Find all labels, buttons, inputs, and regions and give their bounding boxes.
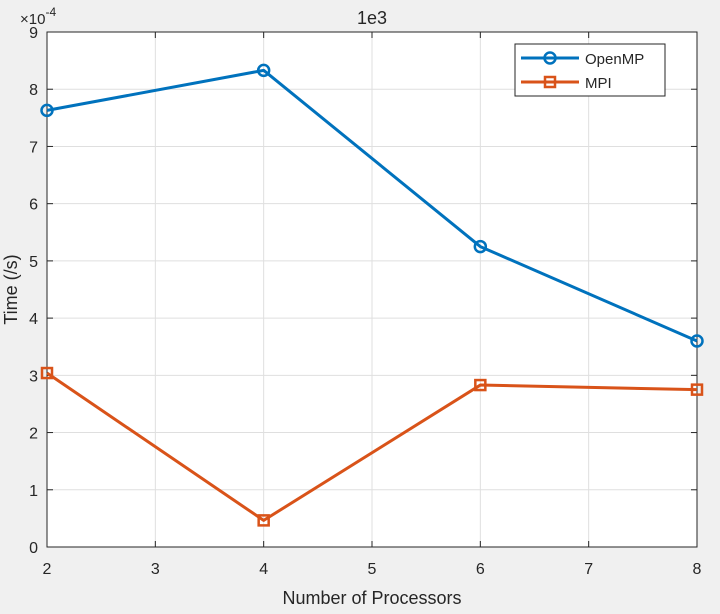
data-point-openmp xyxy=(40,103,54,118)
legend-label-openmp: OpenMP xyxy=(585,51,644,68)
y-tick-label: 1 xyxy=(29,483,38,500)
y-tick-label: 8 xyxy=(29,82,38,99)
legend-box xyxy=(514,43,666,97)
data-point-mpi xyxy=(690,383,704,396)
x-tick-label: 2 xyxy=(43,561,52,578)
y-axis-title: Time (/s) xyxy=(1,254,21,324)
tick-labels: 2 3 4 5 6 7 8 0 1 2 3 4 5 6 7 8 9 xyxy=(29,25,701,578)
data-point-openmp xyxy=(473,239,488,254)
y-axis-exponent: -4 xyxy=(45,5,56,19)
legend-label-mpi: MPI xyxy=(585,75,612,92)
y-tick-label: 6 xyxy=(29,197,38,214)
y-tick-label: 9 xyxy=(29,25,38,42)
x-tick-label: 4 xyxy=(259,561,268,578)
x-axis-title: Number of Processors xyxy=(282,588,461,608)
data-point-mpi xyxy=(257,514,270,527)
data-point-openmp xyxy=(690,334,704,348)
legend-item-mpi: MPI xyxy=(521,75,612,92)
x-tick-label: 5 xyxy=(368,561,377,578)
series-openmp xyxy=(40,63,704,348)
data-point-mpi xyxy=(40,366,54,380)
y-tick-label: 5 xyxy=(29,254,38,271)
x-tick-label: 6 xyxy=(476,561,485,578)
legend[interactable]: OpenMP MPI xyxy=(514,43,666,97)
legend-marker-square xyxy=(543,75,557,89)
series-line-openmp xyxy=(46,68,698,343)
series-mpi xyxy=(40,366,704,527)
y-tick-label: 2 xyxy=(29,426,38,443)
x-tick-label: 7 xyxy=(584,561,593,578)
y-tick-label: 7 xyxy=(29,139,38,156)
tick-marks xyxy=(46,31,698,548)
x-tick-label: 8 xyxy=(693,561,702,578)
series-layer xyxy=(40,63,704,527)
legend-item-openmp: OpenMP xyxy=(521,51,644,68)
y-axis-exponent-label: ×10-4 xyxy=(20,5,56,28)
x-tick-label: 3 xyxy=(151,561,160,578)
y-tick-label: 0 xyxy=(29,540,38,557)
chart-title: 1e3 xyxy=(357,8,387,28)
y-axis-multiplier: ×10 xyxy=(20,11,45,28)
y-tick-label: 4 xyxy=(29,311,38,328)
data-point-mpi xyxy=(474,378,487,392)
y-tick-label: 3 xyxy=(29,368,38,385)
data-point-openmp xyxy=(256,63,271,78)
legend-marker-circle xyxy=(543,51,557,65)
legend-items: OpenMP MPI xyxy=(521,51,644,92)
series-line-mpi xyxy=(46,371,698,522)
